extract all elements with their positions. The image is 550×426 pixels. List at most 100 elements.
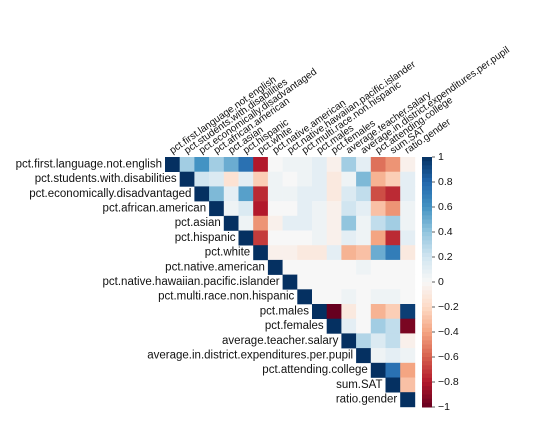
cell-4-14 [370, 215, 386, 231]
colorbar-segment [422, 227, 432, 233]
cell-2-16 [400, 186, 416, 202]
cell-5-14 [370, 230, 386, 246]
cell-14-16 [400, 362, 416, 378]
colorbar-segment [422, 186, 432, 191]
row-label: pct.males [260, 305, 309, 317]
cell-6-13 [356, 245, 372, 261]
cell-2-13 [356, 186, 372, 202]
cell-9-15 [385, 289, 401, 305]
colorbar-segment [422, 269, 432, 275]
cell-5-8 [282, 230, 298, 246]
colorbar-segment [422, 365, 432, 370]
cell-11-12 [341, 318, 357, 334]
cell-8-15 [385, 274, 401, 290]
cell-7-9 [297, 259, 313, 275]
cell-2-10 [312, 186, 327, 202]
cell-2-14 [370, 186, 386, 202]
cell-3-13 [356, 201, 372, 217]
colorbar-segment [422, 219, 432, 225]
cell-12-12 [341, 333, 357, 349]
cell-6-12 [341, 245, 357, 261]
row-label: pct.first.language.not.english [16, 158, 162, 170]
cell-5-13 [356, 230, 372, 246]
colorbar-segment [422, 357, 432, 362]
column-labels: pct.first.language.not.englishpct.studen… [168, 45, 512, 157]
cell-1-14 [370, 171, 386, 187]
cell-7-14 [370, 259, 386, 275]
colorbar-segment [422, 307, 432, 312]
cell-6-7 [267, 245, 283, 261]
cell-1-8 [282, 171, 298, 187]
cell-15-15 [385, 377, 401, 393]
cell-9-13 [356, 289, 372, 305]
cell-11-11 [326, 318, 342, 334]
cell-3-7 [267, 201, 283, 217]
cell-8-16 [400, 274, 416, 290]
colorbar-segment [422, 386, 432, 391]
row-label: sum.SAT [336, 379, 382, 391]
cell-8-14 [370, 274, 386, 290]
cell-10-15 [385, 304, 401, 319]
cell-3-4 [223, 201, 239, 217]
cell-4-8 [282, 215, 298, 231]
cell-1-5 [238, 171, 254, 187]
colorbar-segment [422, 165, 432, 170]
cell-4-6 [253, 215, 269, 231]
cell-5-7 [267, 230, 283, 246]
colorbar-segment [422, 352, 432, 358]
colorbar-segment [422, 190, 432, 195]
cell-10-16 [400, 304, 416, 319]
cell-3-15 [385, 201, 401, 217]
cell-4-16 [400, 215, 416, 231]
cell-3-11 [326, 201, 342, 217]
colorbar-segment [422, 336, 432, 341]
cell-5-11 [326, 230, 342, 246]
cell-2-6 [253, 186, 269, 202]
cell-0-6 [253, 157, 269, 172]
colorbar-tick-label: −0.8 [438, 376, 459, 388]
cell-7-16 [400, 259, 416, 275]
cell-1-7 [267, 171, 283, 187]
cell-9-16 [400, 289, 416, 305]
cell-5-15 [385, 230, 401, 246]
row-label: pct.attending.college [262, 364, 368, 376]
row-label: pct.native.american [165, 261, 265, 273]
cell-11-16 [400, 318, 416, 334]
cell-4-5 [238, 215, 254, 231]
colorbar-segment [422, 340, 432, 345]
cell-9-9 [297, 289, 313, 305]
cell-0-1 [179, 157, 195, 172]
cell-3-5 [238, 201, 254, 217]
colorbar-segment [422, 232, 432, 237]
cell-3-14 [370, 201, 386, 217]
cell-5-6 [253, 230, 269, 246]
colorbar-segment [422, 198, 432, 204]
colorbar-segment [422, 157, 432, 162]
colorbar-segment [422, 182, 432, 187]
cell-3-10 [312, 201, 327, 217]
cell-5-16 [400, 230, 416, 246]
cell-13-13 [356, 348, 372, 364]
cell-8-9 [297, 274, 313, 290]
colorbar-segment [422, 327, 432, 333]
cell-2-7 [267, 186, 283, 202]
colorbar-segment [422, 319, 432, 325]
cell-1-3 [209, 171, 225, 187]
colorbar-segment [422, 265, 432, 270]
cell-4-13 [356, 215, 372, 231]
cell-4-11 [326, 215, 342, 231]
colorbar-segment [422, 252, 432, 258]
row-label: pct.economically.disadvantaged [29, 188, 191, 200]
cell-14-15 [385, 362, 401, 378]
colorbar-tick-label: 0 [438, 276, 444, 288]
cell-11-14 [370, 318, 386, 334]
row-label: average.in.district.expenditures.per.pup… [147, 349, 353, 361]
colorbar-tick-label: −1 [438, 401, 450, 413]
cell-7-10 [312, 259, 327, 275]
colorbar-segment [422, 202, 432, 208]
cell-0-7 [267, 157, 283, 172]
colorbar-segment [422, 290, 432, 295]
cell-9-10 [312, 289, 327, 305]
cell-6-16 [400, 245, 416, 261]
